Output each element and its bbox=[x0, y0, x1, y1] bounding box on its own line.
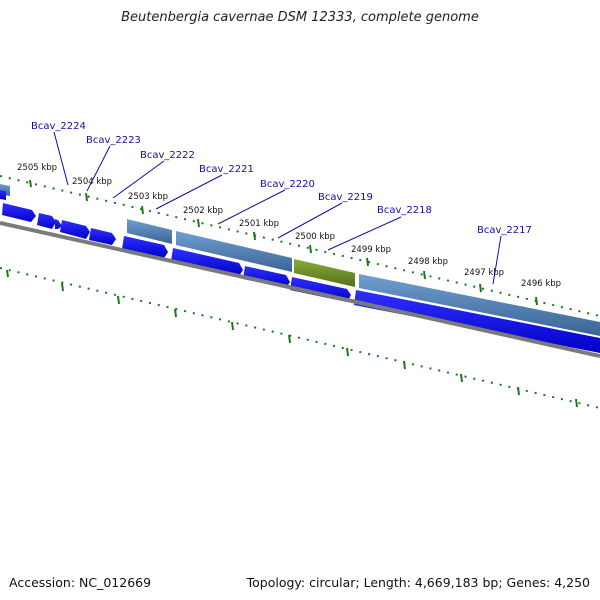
gene-label-bcav-2217: Bcav_2217 bbox=[477, 225, 532, 236]
tick-label: 2503 kbp bbox=[128, 192, 168, 202]
tick-label: 2501 kbp bbox=[239, 219, 279, 229]
tick-label: 2498 kbp bbox=[408, 257, 448, 267]
gene-label-bcav-2224: Bcav_2224 bbox=[31, 121, 86, 132]
gene-label-bcav-2219: Bcav_2219 bbox=[318, 192, 373, 203]
gene-labels: Bcav_2224 Bcav_2223 Bcav_2222 Bcav_2221 … bbox=[31, 121, 532, 236]
inner-tick-ring bbox=[0, 267, 600, 409]
genome-backbone bbox=[0, 221, 600, 358]
gene-label-bcav-2222: Bcav_2222 bbox=[140, 150, 195, 161]
tick-label: 2499 kbp bbox=[351, 245, 391, 255]
tick-label: 2500 kbp bbox=[295, 232, 335, 242]
genome-summary: Topology: circular; Length: 4,669,183 bp… bbox=[246, 575, 590, 590]
gene-leader-lines bbox=[53, 131, 502, 285]
gene-label-bcav-2218: Bcav_2218 bbox=[377, 205, 432, 216]
highlighted-feature bbox=[294, 259, 355, 287]
tick-label: 2505 kbp bbox=[17, 163, 57, 173]
tick-label: 2502 kbp bbox=[183, 206, 223, 216]
accession-label: Accession: NC_012669 bbox=[9, 575, 152, 590]
gene-label-bcav-2221: Bcav_2221 bbox=[199, 164, 254, 175]
feature-track-upper bbox=[0, 184, 600, 336]
gene-label-bcav-2223: Bcav_2223 bbox=[86, 135, 141, 146]
gene-label-bcav-2220: Bcav_2220 bbox=[260, 179, 315, 190]
outer-tick-ring bbox=[0, 175, 600, 317]
tick-label: 2497 kbp bbox=[464, 268, 504, 278]
tick-label: 2496 kbp bbox=[521, 279, 561, 289]
map-title: Beutenbergia cavernae DSM 12333, complet… bbox=[121, 10, 479, 25]
cds-track bbox=[0, 190, 600, 353]
major-ticks-inner bbox=[6, 269, 578, 408]
major-ticks-outer bbox=[29, 179, 538, 306]
